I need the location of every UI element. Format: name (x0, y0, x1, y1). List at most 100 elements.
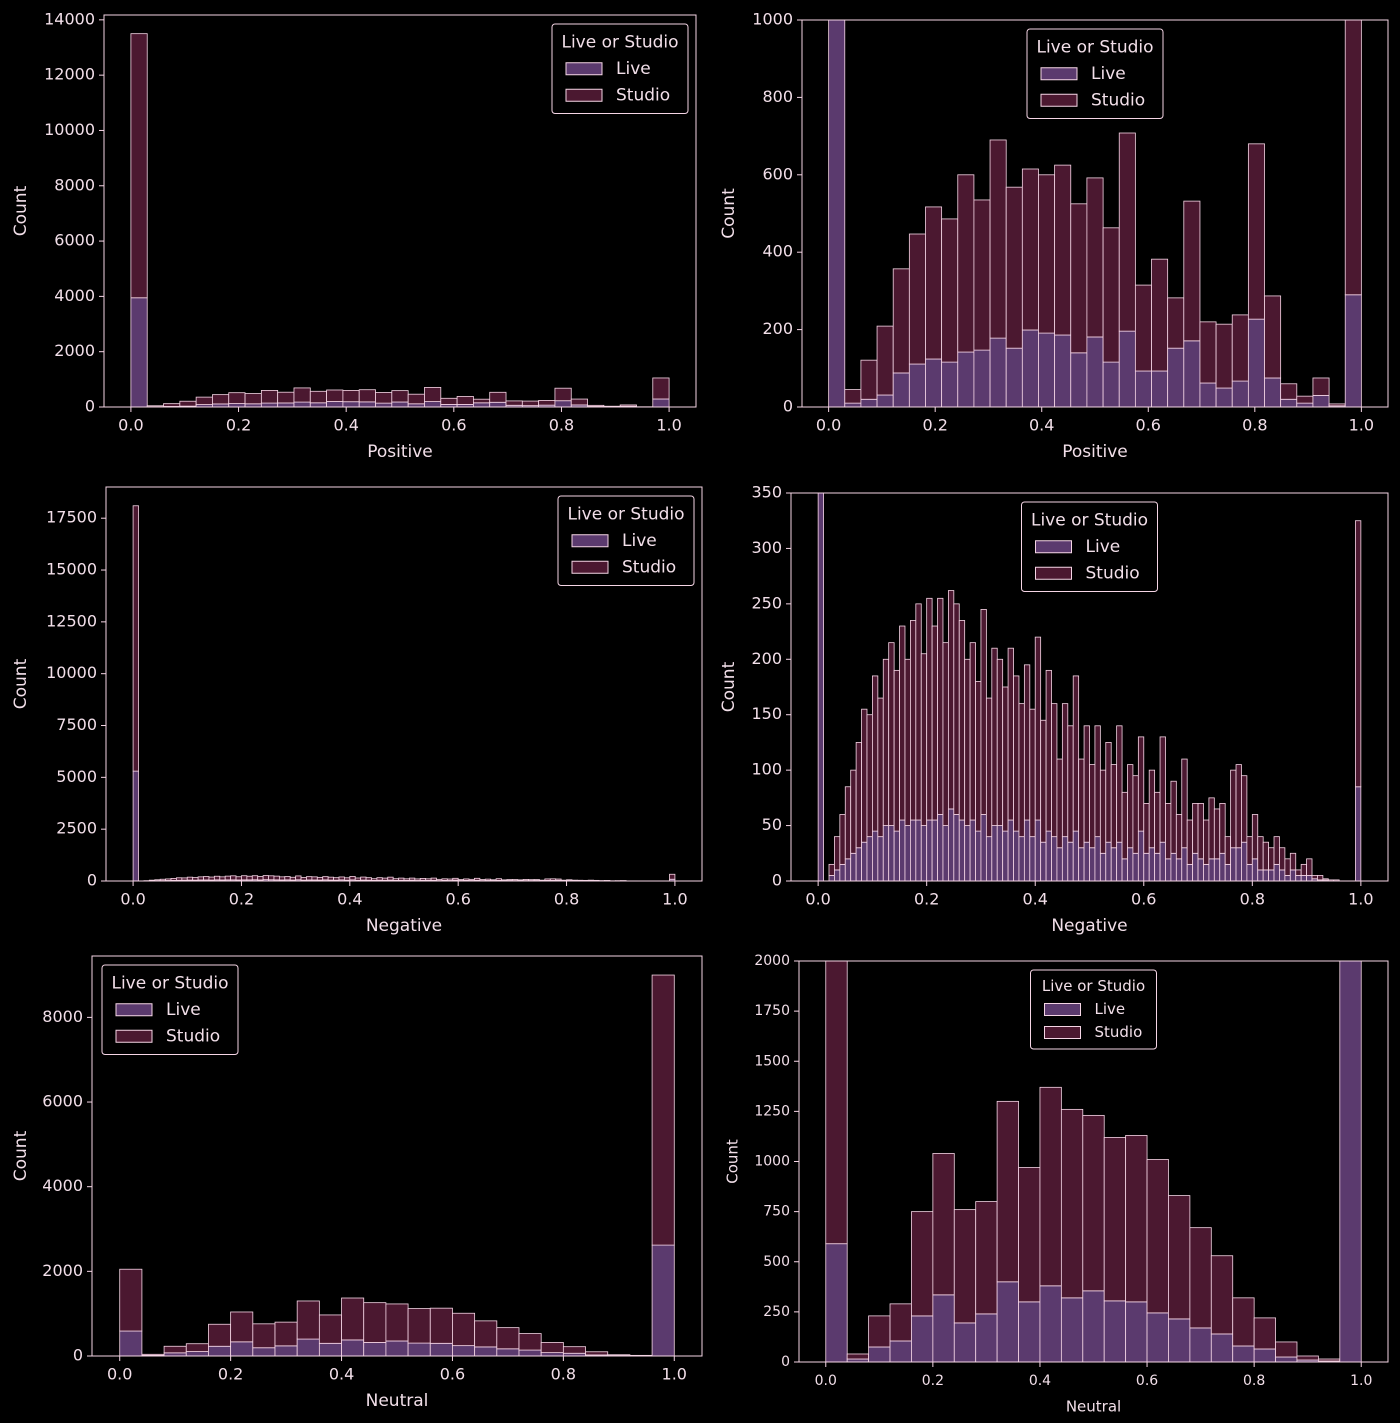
bar-segment (1213, 858, 1221, 881)
bar-segment (341, 1339, 365, 1356)
bar-segment (1312, 377, 1330, 396)
bar-segment (1317, 875, 1324, 881)
bar-segment (941, 218, 959, 363)
bar-segment (1056, 758, 1063, 849)
bar-segment (1070, 352, 1088, 407)
bar-segment (1232, 1297, 1255, 1347)
bar-segment (926, 597, 933, 821)
bar-segment (1018, 1301, 1041, 1362)
bar-segment (474, 877, 481, 881)
x-tick-label: 0.6 (441, 416, 466, 435)
bar-segment (1280, 383, 1298, 400)
x-tick-label: 0.2 (922, 1373, 944, 1389)
x-tick-label: 0.2 (226, 416, 251, 435)
bar-segment (341, 1297, 365, 1341)
bar-segment (958, 819, 966, 881)
bar-segment (1284, 875, 1291, 881)
x-tick-label: 0.8 (1242, 416, 1267, 435)
bar-segment (1230, 847, 1237, 881)
bar-segment (985, 697, 993, 838)
bar-segment (495, 878, 502, 881)
bar-segment (549, 878, 557, 881)
bar-segment (224, 875, 232, 881)
bar-segment (376, 877, 383, 881)
y-axis-label: Count (11, 658, 31, 709)
bar-segment (1317, 1358, 1341, 1362)
bar-segment (1105, 742, 1112, 843)
bar-segment (185, 1351, 209, 1356)
bar-segment (1134, 370, 1152, 407)
bar-segment (554, 387, 572, 402)
bar-segment (429, 1307, 453, 1344)
bar-segment (1078, 847, 1085, 881)
bar-segment (262, 875, 269, 881)
bar-segment (834, 869, 841, 881)
bar-segment (186, 876, 194, 881)
bar-segment (1264, 295, 1282, 379)
bar-segment (252, 1347, 276, 1356)
bar-segment (130, 297, 148, 407)
bar-segment (1197, 858, 1204, 881)
legend-swatch (565, 62, 603, 76)
bar-segment (1134, 284, 1152, 372)
legend-swatch (115, 1029, 153, 1043)
y-tick-label: 50 (762, 815, 782, 834)
bar-segment (251, 875, 259, 881)
bar-segment (1215, 323, 1233, 389)
x-tick-label: 0.4 (1029, 1373, 1051, 1389)
bar-segment (457, 879, 465, 881)
bar-segment (170, 878, 177, 881)
x-tick-label: 1.0 (656, 416, 681, 435)
x-tick-label: 0.0 (118, 416, 143, 435)
bar-segment (844, 786, 852, 860)
x-axis-label: Positive (1062, 442, 1128, 462)
bar-segment (1355, 520, 1362, 788)
bar-segment (1192, 803, 1199, 854)
bar-segment (1054, 334, 1072, 407)
y-tick-label: 1000 (754, 1154, 790, 1170)
bar-segment (391, 401, 409, 407)
bar-segment (942, 642, 949, 826)
bar-segment (1067, 841, 1074, 881)
bar-segment (473, 402, 491, 407)
bar-segment (651, 1244, 675, 1356)
y-axis-label: Count (724, 1139, 742, 1184)
bar-segment (228, 403, 246, 407)
bar-segment (228, 392, 246, 404)
y-axis-label: Count (719, 661, 739, 712)
y-tick-label: 8000 (54, 175, 95, 194)
bar-segment (1132, 852, 1139, 881)
bar-segment (973, 349, 991, 407)
bar-segment (975, 1201, 998, 1315)
bar-segment (528, 879, 535, 881)
bar-segment (1311, 875, 1318, 880)
bar-segment (888, 825, 895, 881)
axes-frame (105, 486, 703, 882)
bar-segment (1143, 852, 1150, 881)
bar-segment (296, 1338, 320, 1356)
bar-segment (1021, 168, 1039, 331)
x-axis-label: Negative (1051, 916, 1127, 936)
bar-segment (425, 878, 432, 881)
bar-segment (1045, 669, 1052, 832)
bar-segment (1306, 858, 1313, 876)
x-axis-label: Neutral (366, 1391, 429, 1411)
bar-segment (1168, 1318, 1191, 1362)
bar-segment (866, 836, 873, 881)
bar-segment (975, 681, 982, 832)
bar-segment (306, 876, 313, 881)
bar-segment (957, 351, 975, 407)
bar-segment (1251, 814, 1259, 860)
bar-segment (1231, 314, 1249, 382)
legend-title: Live or Studio (1036, 37, 1153, 57)
bar-segment (911, 1211, 934, 1317)
legend: Live or Studio Live Studio (551, 23, 689, 114)
x-tick-label: 0.2 (218, 1365, 243, 1384)
y-tick-label: 150 (751, 704, 782, 723)
bar-segment (953, 1209, 977, 1324)
bar-segment (119, 1268, 143, 1332)
bar-segment (953, 603, 960, 815)
bar-segment (828, 863, 835, 876)
bar-segment (257, 876, 264, 881)
bar-segment (277, 402, 295, 407)
